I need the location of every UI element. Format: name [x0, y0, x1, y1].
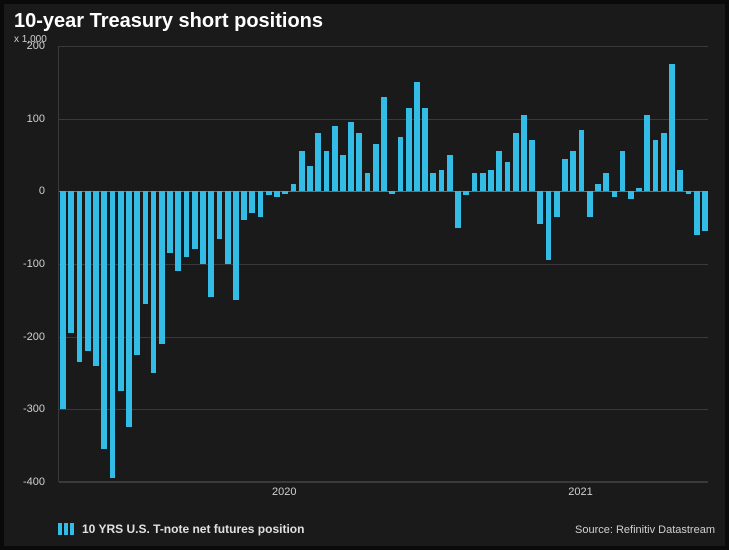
bar	[422, 108, 428, 192]
y-tick-label: -300	[5, 403, 45, 415]
bar	[480, 173, 486, 191]
bar	[595, 184, 601, 191]
bar	[414, 82, 420, 191]
bar	[77, 191, 83, 362]
bar	[612, 191, 618, 197]
bar	[266, 191, 272, 195]
bar	[579, 130, 585, 192]
bar	[258, 191, 264, 216]
bar	[348, 122, 354, 191]
bar	[661, 133, 667, 191]
y-tick-label: -400	[5, 476, 45, 488]
bar	[332, 126, 338, 191]
bar	[603, 173, 609, 191]
bar	[554, 191, 560, 216]
bar	[505, 162, 511, 191]
bar	[439, 170, 445, 192]
bar	[389, 191, 395, 193]
bar	[546, 191, 552, 260]
y-tick-label: 100	[5, 113, 45, 125]
bar	[274, 191, 280, 197]
y-tick-label: 0	[5, 185, 45, 197]
bar	[167, 191, 173, 253]
bar	[694, 191, 700, 235]
bar	[126, 191, 132, 427]
bar	[143, 191, 149, 304]
bar	[60, 191, 66, 409]
chart-inner: 10-year Treasury short positions x 1,000…	[4, 4, 725, 546]
bar	[537, 191, 543, 224]
y-tick-label: -200	[5, 331, 45, 343]
bar	[677, 170, 683, 192]
bar	[398, 137, 404, 192]
bar	[217, 191, 223, 238]
plot-area	[58, 46, 708, 482]
x-tick-label: 2020	[272, 486, 296, 498]
bar	[455, 191, 461, 227]
bar	[233, 191, 239, 300]
chart-frame: 10-year Treasury short positions x 1,000…	[0, 0, 729, 550]
y-tick-label: -100	[5, 258, 45, 270]
grid-line	[59, 409, 708, 410]
legend: 10 YRS U.S. T-note net futures position	[58, 522, 304, 536]
bar	[636, 188, 642, 192]
source-label: Source: Refinitiv Datastream	[575, 524, 715, 536]
bar	[340, 155, 346, 191]
bar	[496, 151, 502, 191]
bar	[488, 170, 494, 192]
legend-label: 10 YRS U.S. T-note net futures position	[82, 522, 304, 536]
bar	[644, 115, 650, 191]
bar	[686, 191, 692, 193]
bar	[291, 184, 297, 191]
bar	[513, 133, 519, 191]
bar	[110, 191, 116, 478]
bar	[299, 151, 305, 191]
bar	[529, 140, 535, 191]
bar	[175, 191, 181, 271]
bar	[315, 133, 321, 191]
bar	[365, 173, 371, 191]
bar	[151, 191, 157, 373]
bar	[68, 191, 74, 333]
bar	[93, 191, 99, 365]
bar	[192, 191, 198, 249]
bar	[249, 191, 255, 213]
bar	[406, 108, 412, 192]
bar	[628, 191, 634, 198]
bar	[200, 191, 206, 264]
bar	[118, 191, 124, 391]
bar	[620, 151, 626, 191]
chart-title: 10-year Treasury short positions	[14, 10, 323, 33]
bar	[134, 191, 140, 355]
legend-swatch-icon	[58, 523, 74, 535]
bar	[702, 191, 708, 231]
bar	[472, 173, 478, 191]
bar	[447, 155, 453, 191]
bar	[562, 159, 568, 192]
bar	[653, 140, 659, 191]
bar	[669, 64, 675, 191]
bar	[463, 191, 469, 195]
bar	[307, 166, 313, 191]
bar	[241, 191, 247, 220]
bar	[521, 115, 527, 191]
bar	[430, 173, 436, 191]
bar	[85, 191, 91, 351]
bar	[381, 97, 387, 191]
y-tick-label: 200	[5, 40, 45, 52]
bar	[184, 191, 190, 256]
bar	[208, 191, 214, 296]
bar	[570, 151, 576, 191]
grid-line	[59, 482, 708, 483]
bar	[356, 133, 362, 191]
bar	[373, 144, 379, 191]
x-tick-label: 2021	[568, 486, 592, 498]
bar	[587, 191, 593, 216]
bar	[159, 191, 165, 344]
bar	[101, 191, 107, 449]
bar	[225, 191, 231, 264]
bar	[324, 151, 330, 191]
grid-line	[59, 46, 708, 47]
bar	[282, 191, 288, 193]
